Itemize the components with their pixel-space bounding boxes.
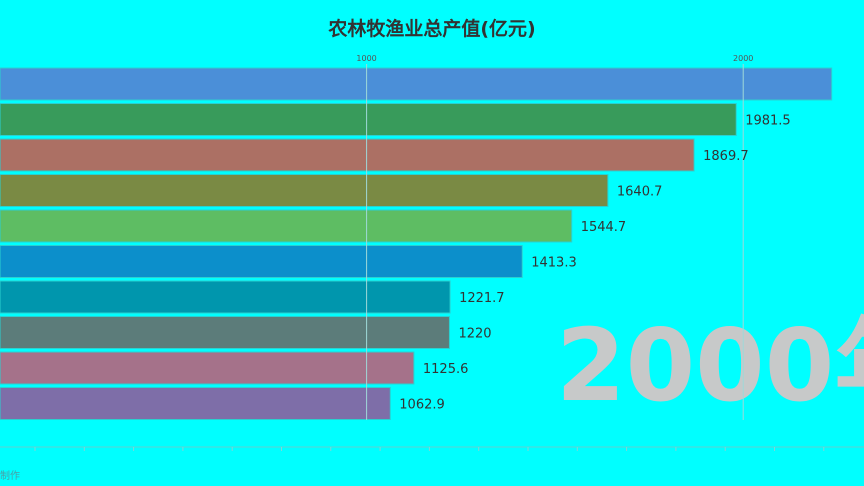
value-label: 1869.7 xyxy=(703,149,749,164)
value-label: 1221.7 xyxy=(459,291,505,306)
bar xyxy=(0,174,609,207)
value-label: 1640.7 xyxy=(617,185,663,200)
chart-title: 农林牧渔业总产值(亿元) xyxy=(328,18,536,40)
bar xyxy=(0,67,833,101)
value-label: 1544.7 xyxy=(581,220,627,235)
bar xyxy=(0,351,415,385)
source-label: 制作 xyxy=(0,471,20,482)
bar xyxy=(0,387,391,420)
bar xyxy=(0,103,737,136)
value-label: 1981.5 xyxy=(745,114,791,129)
tick-label: 2000 xyxy=(733,54,753,63)
value-label: 1220 xyxy=(458,327,491,342)
year-watermark: 2000年 xyxy=(556,307,864,424)
value-label: 1125.6 xyxy=(423,362,469,377)
tick-label: 1000 xyxy=(356,54,376,63)
bar xyxy=(0,280,451,314)
bar xyxy=(0,209,573,243)
bar xyxy=(0,245,523,278)
value-label: 1062.9 xyxy=(399,398,445,413)
value-label: 1413.3 xyxy=(531,256,577,271)
bar xyxy=(0,138,695,172)
bar xyxy=(0,316,450,349)
